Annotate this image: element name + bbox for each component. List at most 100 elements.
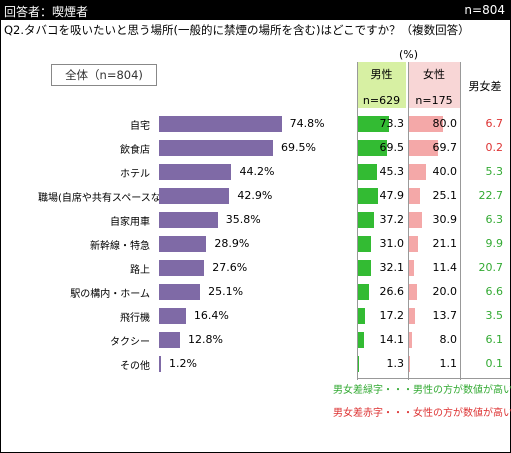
male-value: 73.3 <box>379 117 405 130</box>
female-header-label: 女性 <box>423 68 445 81</box>
category-label: 新幹線・特急 <box>90 241 150 252</box>
total-value-label: 74.8% <box>289 117 325 130</box>
total-bar <box>159 332 180 348</box>
female-value: 13.7 <box>432 309 458 322</box>
female-bar <box>409 116 443 132</box>
total-value-label: 1.2% <box>168 357 197 370</box>
male-bar <box>358 284 370 300</box>
sample-size: n=804 <box>464 3 505 17</box>
female-value: 1.1 <box>439 357 458 370</box>
male-value: 32.1 <box>379 261 405 274</box>
total-value-label: 16.4% <box>193 309 229 322</box>
diff-value: 3.5 <box>485 309 504 322</box>
female-bar <box>409 140 439 156</box>
female-bar <box>409 212 422 228</box>
female-bar <box>409 188 420 204</box>
male-value: 47.9 <box>379 189 405 202</box>
legend-red: 男女差赤字・・・女性の方が数値が高い <box>333 408 511 419</box>
female-bar <box>409 284 418 300</box>
category-label: 自家用車 <box>110 217 150 228</box>
male-value: 69.5 <box>379 141 405 154</box>
total-value-label: 42.9% <box>237 189 273 202</box>
female-bar <box>409 260 414 276</box>
female-header-n: n=175 <box>415 94 453 107</box>
diff-value: 6.6 <box>485 285 504 298</box>
total-bar <box>159 284 201 300</box>
diff-value: 6.1 <box>485 333 504 346</box>
male-bar <box>358 308 366 324</box>
total-value-label: 44.2% <box>239 165 275 178</box>
female-value: 11.4 <box>432 261 458 274</box>
male-bar <box>358 116 389 132</box>
male-bar <box>358 260 372 276</box>
female-bar <box>409 236 418 252</box>
category-label: 飛行機 <box>120 313 150 324</box>
total-value-label: 25.1% <box>208 285 244 298</box>
category-label: 路上 <box>130 265 150 276</box>
female-value: 69.7 <box>432 141 458 154</box>
male-bar <box>358 332 364 348</box>
male-value: 14.1 <box>379 333 405 346</box>
category-label: その他 <box>120 361 150 372</box>
header-bar: 回答者：喫煙者 n=804 <box>0 0 511 20</box>
diff-value: 6.3 <box>485 213 504 226</box>
male-bar <box>358 212 374 228</box>
diff-value: 22.7 <box>478 189 504 202</box>
total-bar <box>159 260 205 276</box>
respondent-label: 回答者：喫煙者 <box>4 5 89 19</box>
table-bottom-line <box>357 378 510 379</box>
male-value: 37.2 <box>379 213 405 226</box>
female-value: 40.0 <box>432 165 458 178</box>
female-bar <box>409 332 413 348</box>
total-value-label: 28.9% <box>214 237 250 250</box>
total-bar <box>159 212 218 228</box>
diff-value: 9.9 <box>485 237 504 250</box>
total-value-label: 27.6% <box>212 261 248 274</box>
question-title: Q2.タバコを吸いたいと思う場所(一般的に禁煙の場所を含む)はどこですか？（複数… <box>4 23 470 37</box>
male-bar <box>358 164 378 180</box>
diff-value: 20.7 <box>478 261 504 274</box>
male-value: 31.0 <box>379 237 405 250</box>
category-label: ホテル <box>120 169 150 180</box>
male-value: 17.2 <box>379 309 405 322</box>
diff-value: 0.1 <box>485 357 504 370</box>
total-value-label: 35.8% <box>225 213 261 226</box>
total-bar <box>159 236 207 252</box>
grid-vline <box>357 62 358 380</box>
male-value: 45.3 <box>379 165 405 178</box>
female-value: 21.1 <box>432 237 458 250</box>
male-header: 男性 n=629 <box>357 62 406 108</box>
total-bar <box>159 356 161 372</box>
total-label: 全体（n=804) <box>51 64 157 86</box>
category-label: 駅の構内・ホーム <box>70 289 150 300</box>
total-bar <box>159 308 186 324</box>
male-bar <box>358 356 359 372</box>
total-value-label: 12.8% <box>187 333 223 346</box>
diff-header-label: 男女差 <box>468 80 502 93</box>
male-bar <box>358 236 372 252</box>
female-bar <box>409 164 426 180</box>
category-label: 飲食店 <box>120 145 150 156</box>
total-value-label: 69.5% <box>280 141 316 154</box>
male-header-label: 男性 <box>370 68 393 81</box>
total-bar <box>159 140 273 156</box>
diff-value: 6.7 <box>485 117 504 130</box>
male-value: 26.6 <box>379 285 405 298</box>
diff-header: 男女差 <box>460 62 510 108</box>
female-bar <box>409 308 415 324</box>
category-label: 自宅 <box>130 121 150 132</box>
grid-vline <box>460 62 461 380</box>
male-bar <box>358 188 379 204</box>
category-label: タクシー <box>110 337 150 348</box>
male-bar <box>358 140 388 156</box>
male-value: 1.3 <box>386 357 405 370</box>
unit-label: (%) <box>399 48 419 61</box>
female-value: 80.0 <box>432 117 458 130</box>
legend-green: 男女差緑字・・・男性の方が数値が高い <box>333 385 511 396</box>
female-value: 20.0 <box>432 285 458 298</box>
total-bar <box>159 188 230 204</box>
diff-value: 0.2 <box>485 141 504 154</box>
female-value: 8.0 <box>439 333 458 346</box>
female-value: 30.9 <box>432 213 458 226</box>
male-header-n: n=629 <box>362 94 401 107</box>
